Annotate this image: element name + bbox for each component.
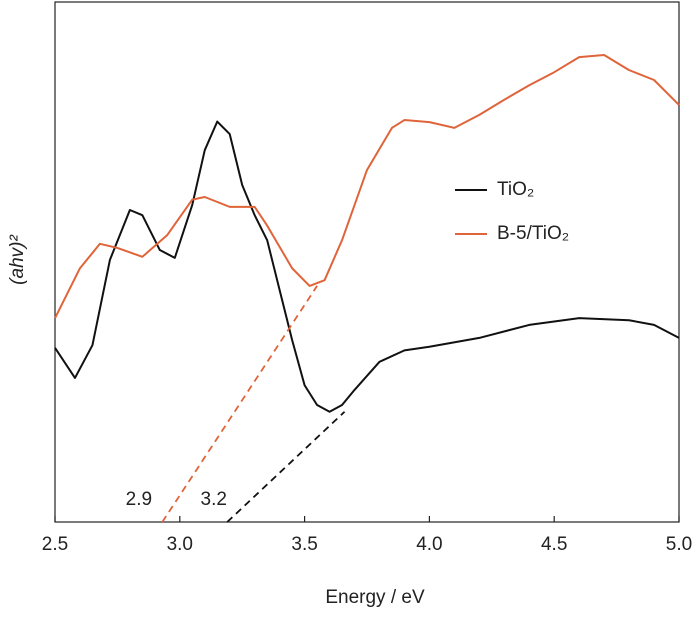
- x-tick-label: 5.0: [666, 534, 692, 555]
- legend-label: B-5/TiO₂: [497, 223, 569, 244]
- x-tick-label: 4.5: [541, 534, 567, 555]
- legend-label: TiO₂: [497, 179, 534, 200]
- series-line: [54, 54, 680, 319]
- fit-line: [161, 285, 318, 523]
- fit-line: [226, 411, 346, 523]
- intercept-label: 3.2: [201, 489, 227, 510]
- y-axis-label: (ahv)²: [7, 235, 28, 285]
- x-axis-label: Energy / eV: [325, 587, 425, 608]
- x-tick-label: 3.5: [291, 534, 317, 555]
- plot-frame: [54, 1, 680, 523]
- x-tick-label: 2.5: [42, 534, 68, 555]
- x-tick-label: 4.0: [416, 534, 442, 555]
- x-tick-label: 3.0: [167, 534, 193, 555]
- series-line: [54, 120, 680, 413]
- intercept-label: 2.9: [126, 489, 152, 510]
